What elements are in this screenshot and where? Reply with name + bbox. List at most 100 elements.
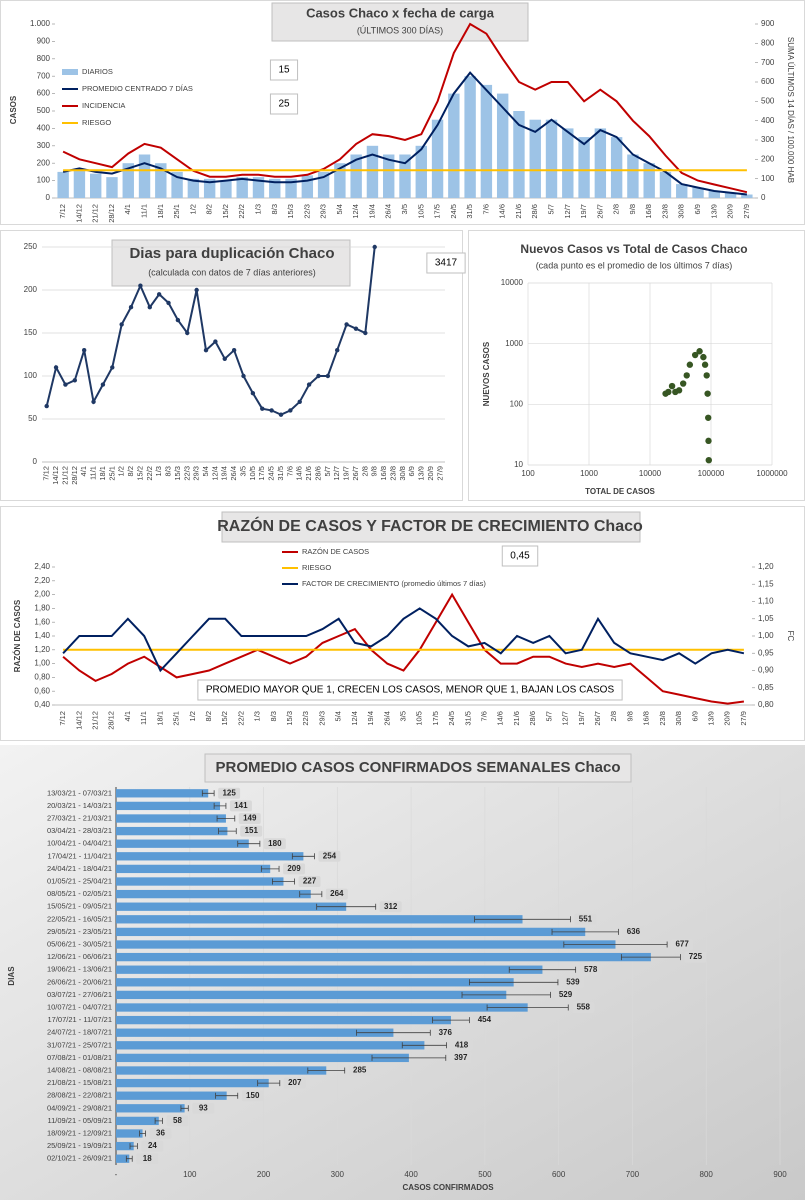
x-tick-label: 2/8 [612,204,621,214]
value-label: 397 [454,1053,468,1062]
bar [116,1003,528,1012]
point [147,305,152,310]
y-tick-label: 1,00 [34,659,50,668]
chart-title: PROMEDIO CASOS CONFIRMADOS SEMANALES Cha… [215,759,620,776]
bar [220,180,232,198]
point [250,391,256,396]
x-tick-label: 25/1 [172,204,181,219]
y-tick-label: 50 [28,414,37,423]
error-bar [125,1155,133,1162]
y-axis-label: CASOS [9,95,18,124]
x-tick-label: 8/3 [164,466,173,476]
value-label: 151 [245,826,259,835]
y-tick-label: 14/08/21 - 08/08/21 [47,1065,112,1074]
value-label: 254 [323,851,337,860]
point [705,414,712,421]
value-label: 418 [455,1040,469,1049]
x-tick-label: 6/9 [690,711,699,721]
series-line [62,22,748,194]
bar [496,93,509,198]
x-tick-label: 7/6 [285,466,294,476]
y-axis-label: DIAS [7,966,16,986]
value-label-box [579,964,602,976]
x-tick-label: 8/2 [126,466,135,476]
y-tick-label: 600 [37,89,51,98]
point [72,378,78,383]
bar [116,877,284,886]
bar [513,111,525,198]
bar [116,789,209,798]
y-tick-label: 100 [510,399,524,408]
x-tick-label: 4/1 [123,204,132,214]
y-tick-label: 0,80 [34,673,50,682]
x-tick-label: 400 [404,1170,418,1179]
x-tick-label: 300 [331,1170,345,1179]
x-tick-label: 28/6 [528,711,537,726]
value-label: 180 [268,839,282,848]
x-tick-label: 8/2 [204,711,213,721]
bar [269,178,281,198]
point [53,365,59,370]
bar [334,163,346,198]
panel [0,506,805,741]
y2-tick-label: 1,05 [758,614,774,623]
x-tick-label: 21/12 [60,466,69,485]
bar [643,163,655,198]
y2-tick-label: 600 [761,77,775,86]
x-tick-label: 100 [521,469,535,478]
value-label: 209 [287,864,301,873]
error-bar [563,941,668,948]
value-label: 150 [246,1091,260,1100]
chart-subtitle: (cada punto es el promedio de los último… [536,260,733,270]
value-label-box [449,1052,472,1064]
x-tick-label: 27/9 [739,711,748,726]
x-tick-label: 5/7 [544,711,553,721]
x-tick-label: 1/3 [154,466,163,476]
bar [610,137,623,198]
bar [57,171,69,198]
bar [116,1078,269,1088]
x-tick-label: 8/3 [270,204,279,214]
point [138,283,143,288]
point [668,382,676,390]
error-bar [154,1117,163,1124]
x-tick-label: 11/1 [140,204,149,218]
annotation: 15 [278,65,290,76]
x-tick-label: 31/5 [465,204,474,219]
bar [116,801,221,811]
x-tick-label: 100000 [698,469,725,478]
x-tick-label: 26/4 [229,466,238,481]
y2-tick-label: 0,85 [758,683,774,692]
x-tick-label: 19/4 [367,204,376,219]
y-tick-label: 200 [24,285,38,294]
x-tick-label: 100 [183,1170,197,1179]
bar [708,191,720,198]
x-tick-label: 17/5 [257,466,266,481]
x-tick-label: 4/1 [123,711,132,721]
annotation: PROMEDIO MAYOR QUE 1, CRECEN LOS CASOS, … [206,685,615,696]
value-label-box [141,1140,164,1152]
x-tick-label: 15/3 [286,204,295,219]
legend-label: FACTOR DE CRECIMIENTO (promedio últimos … [302,579,486,588]
x-tick-label: 15/3 [173,466,182,481]
y-tick-label: 29/05/21 - 23/05/21 [47,927,112,936]
x-tick-label: 24/5 [447,711,456,726]
x-tick-label: 1000 [580,469,598,478]
x-tick-label: 10/5 [248,466,257,481]
x-tick-label: 19/4 [220,466,229,481]
bar [317,171,330,198]
y2-axis-label: FC [786,631,795,642]
x-tick-label: 30/8 [677,204,686,219]
value-label-box [240,825,263,837]
series-line [62,607,745,673]
x-tick-label: 21/12 [91,711,100,730]
x-tick-label: 22/2 [145,466,154,481]
x-tick-label: 1/3 [253,711,262,721]
x-tick-label: 22/3 [302,204,311,219]
value-label: 149 [243,814,257,823]
bar [155,163,167,198]
bar [399,154,411,198]
bar [187,178,200,198]
error-bar [201,790,215,797]
bar [529,119,541,198]
